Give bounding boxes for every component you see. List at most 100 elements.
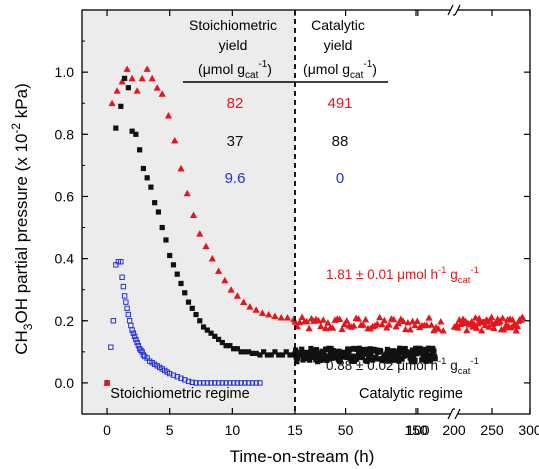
black-square-point [200, 324, 207, 330]
black-square-point [197, 318, 203, 324]
black-square-point [287, 352, 293, 358]
table-cell: 88 [332, 133, 349, 150]
x-tick-label: 200 [442, 422, 466, 438]
red-triangle-point [138, 74, 146, 82]
red-triangle-point [133, 87, 141, 94]
blue-open-square-point [167, 370, 173, 377]
red-triangle-point [123, 65, 131, 72]
red-triangle-point [378, 320, 386, 328]
stoichiometric-shading [82, 10, 295, 414]
blue-open-square-point [174, 374, 180, 380]
black-square-point [428, 353, 435, 359]
red-triangle-point [413, 317, 421, 325]
black-square-point [185, 299, 192, 305]
red-triangle-point [324, 319, 332, 326]
black-square-point [293, 347, 299, 353]
red-triangle-point [171, 136, 179, 144]
red-triangle-point [425, 314, 433, 321]
plot-frame [81, 9, 531, 415]
black-square-point [268, 352, 274, 358]
red-triangle-point [183, 189, 191, 197]
black-square-point [122, 75, 128, 81]
y-tick-label: 0.4 [55, 251, 75, 267]
red-triangle-point [434, 325, 443, 332]
red-triangle-point [359, 321, 367, 328]
black-square-point [427, 358, 433, 364]
x-axis-break-top [454, 4, 461, 16]
black-square-point [231, 346, 237, 352]
x-axis-break-bottom [454, 408, 461, 420]
black-square-point [313, 347, 320, 353]
red-triangle-point [406, 325, 414, 333]
blue-open-square-point [212, 380, 218, 386]
red-triangle-point [376, 313, 384, 321]
y-tick-label: 0.6 [55, 188, 75, 204]
black-square-point [174, 271, 180, 277]
blue-open-square-point [185, 378, 192, 385]
red-triangle-point [454, 324, 462, 331]
black-square-point [384, 350, 390, 356]
blue-open-square-point [170, 372, 177, 378]
blue-open-square-point [234, 380, 241, 386]
blue-open-square-point [178, 375, 184, 381]
black-square-point [409, 347, 416, 353]
black-square-point [386, 358, 392, 364]
red-triangle-point [108, 99, 116, 107]
red-triangle-point [437, 317, 445, 325]
red-triangle-point [214, 267, 223, 274]
black-square-point [397, 345, 403, 351]
x-tick-label: 0 [103, 422, 111, 438]
red-triangle-point [512, 326, 520, 334]
black-square-point [378, 348, 384, 354]
red-triangle-point [227, 286, 235, 293]
black-square-point [133, 131, 139, 137]
black-square-point [351, 345, 357, 352]
red-triangle-point [329, 324, 337, 331]
black-square-point [118, 103, 124, 109]
black-square-point [386, 355, 392, 361]
black-square-point [346, 350, 352, 356]
black-square-point [167, 252, 173, 259]
blue-open-square-point [119, 274, 125, 280]
red-triangle-point [252, 306, 260, 313]
black-square-point [272, 349, 278, 355]
black-rate-annotation: 0.88 ± 0.02 μmol h-1 gcat-1 [326, 356, 479, 377]
red-triangle-point [463, 326, 471, 334]
black-square-point [354, 355, 361, 361]
red-triangle-point [475, 314, 483, 322]
black-square-point [395, 353, 402, 359]
red-triangle-point [240, 298, 248, 306]
red-triangle-point [409, 317, 417, 325]
black-square-point [392, 354, 399, 361]
y-tick-label: 0.2 [55, 313, 75, 329]
blue-open-square-point [123, 299, 129, 305]
x-tick-label: 5 [166, 422, 174, 438]
black-square-point [291, 352, 297, 358]
blue-open-square-point [215, 380, 222, 386]
red-triangle-point [343, 317, 351, 324]
blue-open-square-point [208, 380, 214, 386]
black-square-point [320, 349, 326, 355]
table-header-stoich-unit: (μmol gcat-1) [198, 59, 272, 81]
black-square-point [249, 350, 255, 356]
blue-open-square-point [120, 283, 127, 290]
red-triangle-point [499, 314, 507, 321]
blue-open-square-point [219, 380, 226, 386]
blue-open-square-point [121, 293, 128, 299]
table-cell: 0 [336, 170, 344, 187]
table-header-catalytic-line2: yield [324, 37, 353, 53]
black-square-point [316, 353, 322, 360]
black-square-point [129, 128, 135, 134]
black-square-point [419, 357, 425, 363]
black-square-point [264, 352, 271, 358]
x-tick-label: 15 [287, 422, 303, 438]
black-square-point [424, 350, 430, 356]
red-triangle-point [128, 74, 136, 82]
black-square-point [178, 280, 184, 287]
y-axis-label: CH3OH partial pressure (x 10-2 kPa) [9, 83, 35, 355]
red-triangle-point [390, 315, 398, 323]
black-square-point [163, 237, 169, 243]
black-square-point [393, 357, 399, 363]
black-square-point [182, 290, 188, 296]
blue-open-square-point [257, 380, 263, 386]
